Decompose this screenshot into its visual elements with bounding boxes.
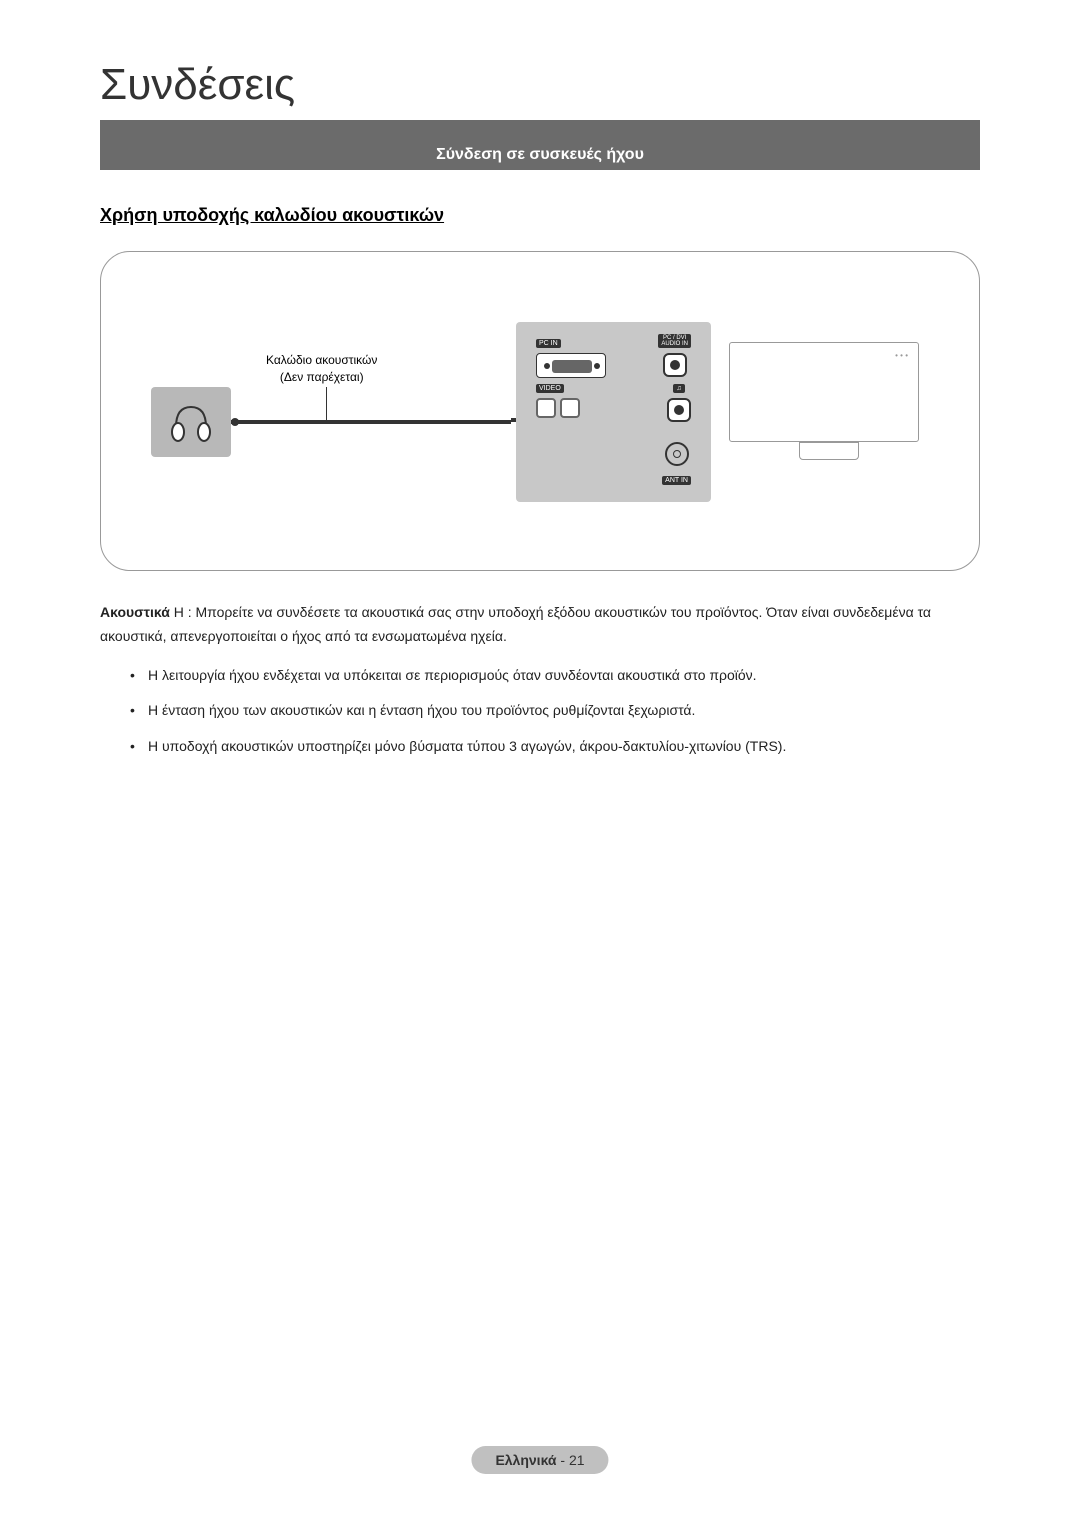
- footer-page-badge: Ελληνικά - 21: [471, 1446, 608, 1474]
- paragraph-text: : Μπορείτε να συνδέσετε τα ακουστικά σας…: [100, 604, 931, 644]
- pc-in-port-group: PC IN: [536, 332, 606, 378]
- footer-sep: -: [560, 1452, 569, 1468]
- pc-in-port: [536, 353, 606, 378]
- connection-diagram: Καλώδιο ακουστικών (Δεν παρέχεται) PC IN…: [100, 251, 980, 571]
- headphone-port: [667, 398, 691, 422]
- video-label: VIDEO: [536, 384, 564, 393]
- headphone-icon: [166, 397, 216, 447]
- footer-lang: Ελληνικά: [495, 1452, 556, 1468]
- port-panel: PC IN PC / DVI AUDIO IN VIDEO: [516, 322, 711, 502]
- ant-label: ANT IN: [662, 476, 691, 485]
- monitor-stand: [799, 442, 859, 460]
- section-heading-bar: Σύνδεση σε συσκευές ήχου: [100, 140, 980, 170]
- monitor-screen: • • •: [729, 342, 919, 442]
- list-item: Η ένταση ήχου των ακουστικών και η έντασ…: [130, 699, 980, 723]
- headphone-port-group: ♫: [667, 377, 691, 425]
- page-title: Συνδέσεις: [100, 60, 980, 110]
- cable-label-line2: (Δεν παρέχεται): [280, 370, 364, 384]
- rca-port-l: [536, 398, 556, 418]
- video-port-group: VIDEO: [536, 377, 580, 418]
- headphone-symbol: H: [174, 604, 184, 620]
- sub-heading: Χρήση υποδοχής καλωδίου ακουστικών: [100, 205, 980, 226]
- list-item: Η υποδοχή ακουστικών υποστηρίζει μόνο βύ…: [130, 735, 980, 759]
- rca-port-r: [560, 398, 580, 418]
- bullet-list: Η λειτουργία ήχου ενδέχεται να υπόκειται…: [130, 664, 980, 759]
- cable-line: [231, 420, 511, 424]
- main-paragraph: Ακουστικά H : Μπορείτε να συνδέσετε τα α…: [100, 601, 980, 649]
- cable-label: Καλώδιο ακουστικών (Δεν παρέχεται): [266, 352, 377, 386]
- cable-indicator-line: [326, 387, 327, 420]
- audio-in-label: PC / DVI AUDIO IN: [658, 334, 691, 348]
- paragraph-heading: Ακουστικά: [100, 604, 170, 620]
- monitor-illustration: • • •: [729, 342, 929, 462]
- list-item: Η λειτουργία ήχου ενδέχεται να υπόκειται…: [130, 664, 980, 688]
- audio-in-port-group: PC / DVI AUDIO IN: [658, 332, 691, 380]
- headphone-icon-block: [151, 387, 231, 457]
- ant-port: [665, 442, 689, 466]
- audio-in-port: [663, 353, 687, 377]
- footer-page-number: 21: [569, 1452, 585, 1468]
- cable-label-line1: Καλώδιο ακουστικών: [266, 353, 377, 367]
- headphone-port-label: ♫: [673, 384, 684, 393]
- monitor-dots: • • •: [895, 351, 908, 360]
- ant-port-group: ANT IN: [662, 439, 691, 487]
- title-underline: [100, 120, 980, 140]
- pc-in-label: PC IN: [536, 339, 561, 348]
